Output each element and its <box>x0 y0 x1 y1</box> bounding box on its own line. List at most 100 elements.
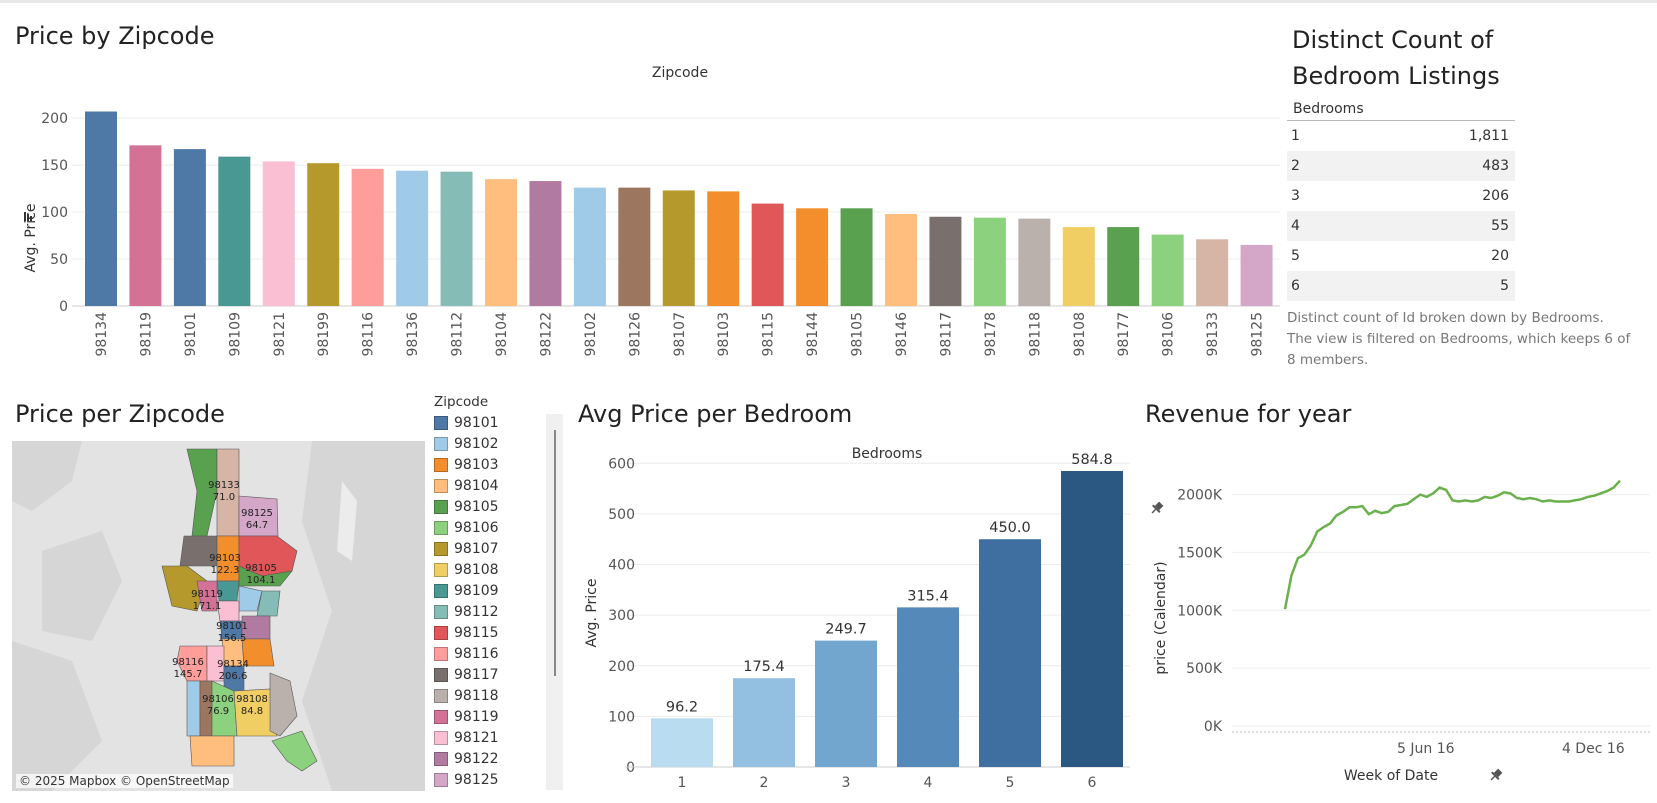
zip-region-98108[interactable] <box>233 688 278 737</box>
table-cell-bedrooms: 3 <box>1291 188 1300 204</box>
legend-item[interactable]: 98103 <box>434 454 499 475</box>
legend-item[interactable]: 98121 <box>434 727 499 748</box>
y-tick-label: 0 <box>59 299 68 315</box>
legend-item[interactable]: 98102 <box>434 433 499 454</box>
legend-scrollbar[interactable] <box>546 414 563 790</box>
bedroom-bar[interactable] <box>815 640 877 767</box>
zip-region-98146[interactable] <box>189 735 235 767</box>
zip-bar[interactable] <box>662 190 695 306</box>
zip-region-98126[interactable] <box>186 680 201 737</box>
legend-item[interactable]: 98109 <box>434 580 499 601</box>
map-canvas: 98133 71.0 98125 64.7 98103 122.3 98105 … <box>12 441 425 791</box>
zip-bar[interactable] <box>751 203 784 306</box>
bedroom-bar[interactable] <box>979 539 1041 767</box>
legend-swatch <box>434 457 448 472</box>
legend-item[interactable]: 98107 <box>434 538 499 559</box>
legend-swatch <box>434 415 448 430</box>
zip-bar[interactable] <box>573 187 606 306</box>
zip-region-98119[interactable] <box>196 580 218 612</box>
zip-bar[interactable] <box>218 156 251 306</box>
zip-region-98118[interactable] <box>269 672 298 737</box>
zip-region-98112[interactable] <box>256 590 281 617</box>
legend-item[interactable]: 98112 <box>434 601 499 622</box>
legend-item[interactable]: 98106 <box>434 517 499 538</box>
legend-label: 98121 <box>454 729 499 746</box>
zip-bar[interactable] <box>929 216 962 306</box>
legend-item[interactable]: 98125 <box>434 769 499 790</box>
table-row[interactable]: 5 20 <box>1287 241 1515 271</box>
table-cell-count: 206 <box>1482 188 1509 204</box>
table-row[interactable]: 1 1,811 <box>1287 121 1515 151</box>
bedroom-bar[interactable] <box>651 718 713 767</box>
zip-bar[interactable] <box>129 145 162 306</box>
table-row[interactable]: 4 55 <box>1287 211 1515 241</box>
zip-bar[interactable] <box>396 170 429 306</box>
table-row[interactable]: 3 206 <box>1287 181 1515 211</box>
table-row[interactable]: 2 483 <box>1287 151 1515 181</box>
legend-item[interactable]: 98122 <box>434 748 499 769</box>
zip-bar[interactable] <box>351 168 384 306</box>
zip-bar[interactable] <box>1062 227 1095 306</box>
legend-item[interactable]: 98119 <box>434 706 499 727</box>
zip-bar[interactable] <box>796 208 829 306</box>
zip-bar[interactable] <box>1196 239 1229 306</box>
scrollbar-thumb[interactable] <box>554 430 556 676</box>
legend-item[interactable]: 98101 <box>434 412 499 433</box>
revenue-line[interactable] <box>1283 479 1621 610</box>
legend-item[interactable]: 98118 <box>434 685 499 706</box>
zip-bar[interactable] <box>618 187 651 306</box>
y-tick-label: 200 <box>41 111 68 127</box>
x-tick-label: 98108 <box>1072 312 1088 357</box>
bedroom-bar[interactable] <box>1061 471 1123 767</box>
zip-bar[interactable] <box>529 181 562 306</box>
zip-bar[interactable] <box>485 179 517 306</box>
legend-item[interactable]: 98108 <box>434 559 499 580</box>
zip-bar[interactable] <box>1107 227 1140 306</box>
zip-bar[interactable] <box>1240 244 1273 306</box>
y-tick-label: 1500K <box>1177 545 1223 561</box>
x-tick-label: 98199 <box>316 312 332 357</box>
revenue-xlabel: Week of Date <box>1344 768 1438 784</box>
zip-bar[interactable] <box>440 171 473 306</box>
map-label-zip: 98119 <box>191 589 223 600</box>
zip-bar[interactable] <box>1151 234 1184 306</box>
legend-item[interactable]: 98104 <box>434 475 499 496</box>
pin-icon[interactable] <box>1149 500 1165 516</box>
sort-icon[interactable] <box>24 212 32 221</box>
pin-icon[interactable] <box>1488 767 1504 783</box>
zipcode-map[interactable]: 98133 71.0 98125 64.7 98103 122.3 98105 … <box>12 441 425 791</box>
map-title: Price per Zipcode <box>15 400 225 428</box>
legend-item[interactable]: 98117 <box>434 664 499 685</box>
zip-bar[interactable] <box>973 217 1006 306</box>
table-cell-count: 5 <box>1500 278 1509 294</box>
bedroom-bar[interactable] <box>897 607 959 767</box>
x-tick-label: 98112 <box>450 312 466 357</box>
zip-region-98125[interactable] <box>238 495 279 537</box>
zip-bar[interactable] <box>262 161 295 306</box>
zip-bar[interactable] <box>173 149 206 306</box>
zip-bar[interactable] <box>707 191 740 306</box>
legend-swatch <box>434 709 448 724</box>
zip-bar[interactable] <box>85 111 117 306</box>
legend-swatch <box>434 520 448 535</box>
legend-item[interactable]: 98115 <box>434 622 499 643</box>
bedroom-bar[interactable] <box>733 678 795 767</box>
zip-bar[interactable] <box>307 163 340 306</box>
legend-item[interactable]: 98116 <box>434 643 499 664</box>
zip-bar[interactable] <box>840 208 873 306</box>
bedroom-chart-header: Bedrooms <box>852 446 923 462</box>
bar-value-label: 175.4 <box>743 659 785 675</box>
zip-bar[interactable] <box>885 213 917 306</box>
map-land <box>42 531 122 641</box>
x-tick-label: 98178 <box>983 312 999 357</box>
zip-bar[interactable] <box>1018 218 1051 306</box>
x-tick-label: 98101 <box>183 312 199 357</box>
zip-region-98144[interactable] <box>241 638 275 667</box>
map-attribution[interactable]: © 2025 Mapbox © OpenStreetMap <box>16 774 233 788</box>
legend-item[interactable]: 98105 <box>434 496 499 517</box>
table-header: Bedrooms <box>1287 98 1515 121</box>
zip-region-98178[interactable] <box>271 730 318 772</box>
table-cell-count: 20 <box>1491 248 1509 264</box>
